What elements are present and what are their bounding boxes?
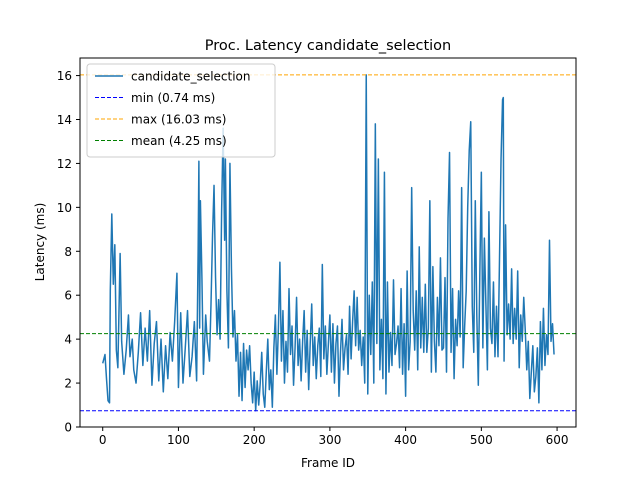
legend-label: max (16.03 ms) <box>131 113 226 127</box>
x-axis-label: Frame ID <box>301 456 355 470</box>
y-tick-label: 8 <box>64 245 72 259</box>
legend-label: min (0.74 ms) <box>131 91 215 105</box>
x-tick-label: 200 <box>243 433 266 447</box>
y-tick-label: 6 <box>64 289 72 303</box>
y-tick-label: 2 <box>64 377 72 391</box>
x-tick-label: 0 <box>99 433 107 447</box>
x-tick-label: 500 <box>470 433 493 447</box>
x-axis: 0 100 200 300 400 500 600 <box>99 427 569 447</box>
plot-area <box>80 74 576 412</box>
x-tick-label: 600 <box>546 433 569 447</box>
legend-label: candidate_selection <box>131 70 251 84</box>
axes-frame <box>79 57 577 428</box>
y-axis-label: Latency (ms) <box>33 203 47 282</box>
y-tick-label: 12 <box>57 157 72 171</box>
legend-label: mean (4.25 ms) <box>131 134 227 148</box>
series-line-candidate-selection <box>101 74 555 412</box>
y-tick-label: 4 <box>64 333 72 347</box>
legend-box <box>86 63 276 158</box>
y-tick-label: 14 <box>57 113 72 127</box>
chart-title: Proc. Latency candidate_selection <box>205 38 452 54</box>
x-tick-label: 100 <box>167 433 190 447</box>
y-tick-label: 0 <box>64 421 72 435</box>
x-tick-label: 300 <box>318 433 341 447</box>
y-tick-label: 10 <box>57 201 72 215</box>
y-axis: 0 2 4 6 8 10 12 14 16 <box>57 69 80 435</box>
y-tick-label: 16 <box>57 69 72 83</box>
x-tick-label: 400 <box>394 433 417 447</box>
